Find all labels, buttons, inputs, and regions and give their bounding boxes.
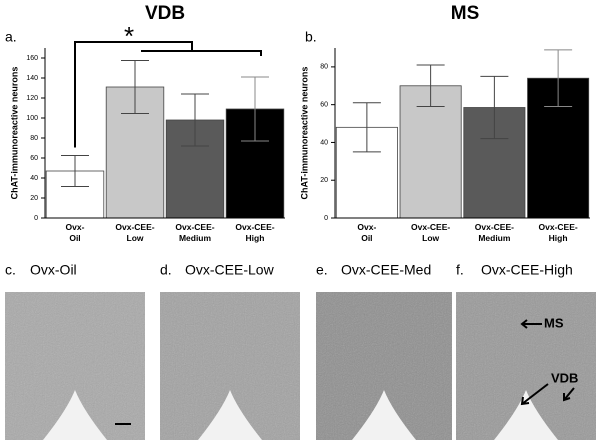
x-tick-label: Ovx-Oil (357, 222, 376, 243)
error-bar (544, 49, 573, 108)
micrograph-caption: Ovx-CEE-Low (185, 262, 275, 278)
ventricle (198, 390, 262, 440)
x-tick-label-line: Low (422, 233, 439, 243)
x-tick-label-line: Medium (179, 233, 212, 243)
axes (44, 48, 285, 219)
error-bar (61, 155, 89, 187)
chart-title: MS (451, 3, 480, 24)
micrograph-caption: Ovx-Oil (30, 262, 77, 278)
x-tick-label-line: Ovx- (66, 222, 85, 232)
significance-bracket (74, 41, 193, 148)
ventricle (494, 390, 558, 440)
arrow (520, 383, 549, 406)
x-tick-label-line: Low (127, 233, 144, 243)
x-tick-label-line: Ovx-CEE- (475, 222, 514, 232)
y-tick-label: 160 (26, 55, 38, 62)
chart-title: VDB (145, 3, 185, 24)
x-tick-label: Ovx-CEE-High (539, 222, 578, 243)
panel-letter: d. (160, 262, 172, 278)
y-axis-label: ChAT-immunoreactive neurons (9, 67, 19, 200)
significance-bracket (141, 50, 262, 56)
y-tick-label: 60 (320, 102, 328, 109)
ventricle (352, 390, 416, 440)
x-tick-label: Ovx-CEE-Medium (475, 222, 514, 243)
panel-letter: b. (305, 29, 317, 45)
y-tick-label: 120 (26, 95, 38, 102)
y-tick-label: 20 (30, 195, 38, 202)
panel-letter: f. (456, 262, 464, 278)
x-tick-label-line: Medium (478, 233, 511, 243)
error-bar (241, 76, 269, 142)
ventricle (43, 390, 107, 440)
x-tick-label-line: High (246, 233, 265, 243)
y-tick-label: 40 (30, 175, 38, 182)
y-tick-label: 100 (26, 115, 38, 122)
error-bar (480, 75, 509, 140)
y-tick-label: 40 (320, 139, 328, 146)
x-tick-label-line: Ovx-CEE- (175, 222, 214, 232)
x-tick-label: Ovx-CEE-High (235, 222, 274, 243)
y-axis-label: ChAT-immunoreactive neurons (299, 67, 309, 200)
axes (334, 48, 590, 219)
y-tick-label: 140 (26, 75, 38, 82)
micrograph-label: VDB (551, 370, 578, 385)
panel-letter: a. (5, 29, 17, 45)
y-tick-label: 0 (324, 215, 328, 222)
panel-letter: c. (5, 262, 16, 278)
micrograph-caption: Ovx-CEE-High (481, 262, 573, 278)
significance-star: * (124, 21, 134, 51)
x-tick-label-line: High (549, 233, 568, 243)
x-tick-label: Ovx-CEE-Low (115, 222, 154, 243)
y-tick-label: 20 (320, 177, 328, 184)
x-tick-label: Ovx-CEE-Low (411, 222, 450, 243)
x-tick-label-line: Ovx-CEE- (115, 222, 154, 232)
arrow (563, 387, 575, 402)
error-bar (181, 93, 209, 147)
x-tick-label-line: Ovx- (357, 222, 376, 232)
panel-letter: e. (316, 262, 328, 278)
x-tick-label-line: Oil (361, 233, 372, 243)
x-tick-label-line: Ovx-CEE- (235, 222, 274, 232)
y-tick-label: 60 (30, 155, 38, 162)
x-tick-label-line: Oil (69, 233, 80, 243)
bar (399, 85, 462, 219)
arrow (520, 319, 542, 329)
error-bar (352, 102, 381, 153)
y-tick-label: 80 (30, 135, 38, 142)
x-tick-label-line: Ovx-CEE- (411, 222, 450, 232)
y-tick-label: 80 (320, 64, 328, 71)
error-bar (416, 64, 445, 108)
x-tick-label-line: Ovx-CEE- (539, 222, 578, 232)
error-bar (121, 60, 149, 114)
y-tick-label: 0 (34, 215, 38, 222)
micrograph-caption: Ovx-CEE-Med (341, 262, 431, 278)
x-tick-label: Ovx-CEE-Medium (175, 222, 214, 243)
micrograph-label: MS (544, 315, 564, 330)
x-tick-label: Ovx-Oil (66, 222, 85, 243)
